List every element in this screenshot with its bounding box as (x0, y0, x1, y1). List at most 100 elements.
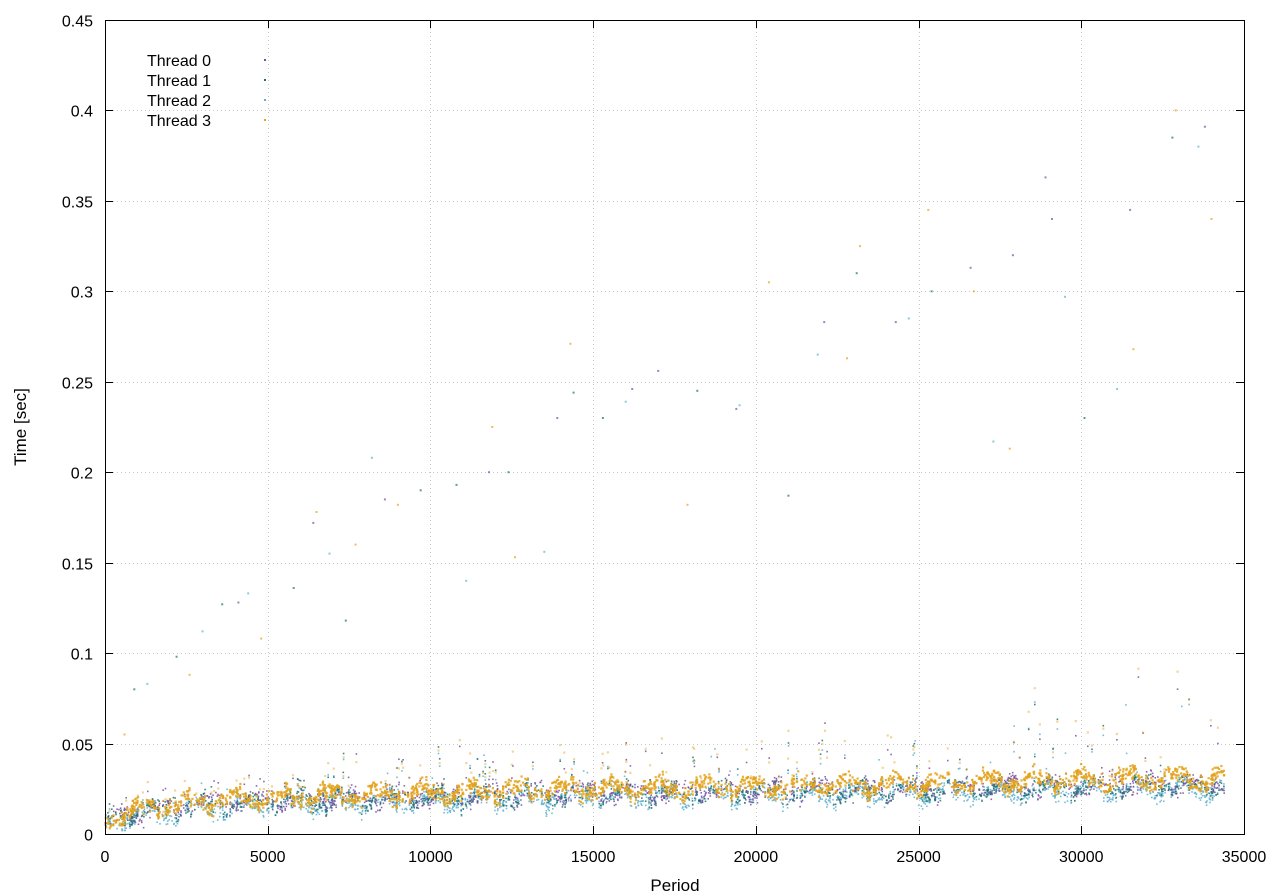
data-point (1202, 790, 1204, 793)
data-point (1181, 784, 1184, 787)
data-point (1186, 785, 1188, 787)
data-point (449, 811, 452, 814)
data-point (229, 815, 231, 818)
data-point (375, 811, 377, 813)
data-point (1049, 782, 1052, 785)
data-point (1077, 788, 1080, 791)
data-point (785, 804, 788, 806)
data-point (664, 795, 666, 797)
data-point (139, 818, 141, 821)
data-point (143, 815, 145, 818)
data-point (687, 804, 690, 807)
data-point (796, 796, 798, 799)
data-point (342, 752, 345, 755)
data-point (986, 786, 988, 789)
data-point (1106, 796, 1109, 799)
data-point (885, 786, 888, 789)
data-point (749, 777, 752, 780)
data-point (616, 798, 619, 801)
data-point (136, 812, 139, 814)
data-point (413, 803, 415, 805)
data-point (1137, 786, 1139, 789)
data-point (483, 785, 485, 788)
data-point (789, 790, 792, 793)
data-point (1178, 781, 1181, 783)
data-point (1167, 785, 1170, 788)
data-point (382, 796, 385, 798)
data-point (474, 796, 477, 798)
data-point (469, 795, 472, 797)
data-point (939, 799, 942, 802)
data-point (796, 775, 798, 778)
data-point (280, 801, 282, 803)
data-point (694, 786, 697, 789)
data-point (123, 807, 126, 810)
data-point (946, 747, 949, 750)
data-point (479, 798, 481, 800)
data-point (381, 796, 383, 799)
data-point (587, 799, 589, 802)
data-point (773, 776, 776, 779)
data-point (443, 778, 445, 780)
data-point (1114, 794, 1117, 796)
data-point (630, 805, 633, 807)
data-point (736, 792, 739, 795)
data-point (778, 794, 781, 796)
data-point (336, 789, 338, 791)
data-point (1000, 786, 1002, 788)
data-point (328, 796, 331, 799)
data-point (961, 791, 963, 794)
data-point (158, 804, 160, 807)
data-point (526, 792, 529, 795)
data-point (786, 803, 789, 806)
data-point (821, 782, 823, 784)
data-point (722, 797, 725, 800)
data-point (1171, 793, 1174, 795)
data-point (909, 783, 912, 785)
data-point (219, 800, 222, 802)
data-point (213, 780, 215, 782)
data-point (1064, 801, 1066, 804)
data-point (344, 795, 347, 797)
data-point (190, 802, 192, 804)
data-point (692, 756, 694, 759)
data-point (757, 793, 760, 796)
data-point (396, 811, 398, 813)
data-point (813, 789, 816, 791)
data-point (974, 796, 976, 799)
data-point (347, 791, 350, 793)
data-point (912, 774, 914, 777)
data-point (323, 803, 326, 805)
data-point (1107, 796, 1109, 799)
data-point (1007, 780, 1010, 782)
data-point (641, 797, 643, 799)
data-point (1156, 803, 1158, 805)
data-point (357, 804, 359, 807)
data-point (365, 807, 368, 809)
data-point (557, 785, 560, 788)
data-point (524, 782, 527, 785)
data-point (777, 796, 780, 799)
data-point (509, 796, 511, 798)
data-point (516, 801, 519, 804)
data-point (1162, 790, 1164, 793)
data-point (893, 779, 896, 781)
data-point (1133, 778, 1135, 780)
data-point (258, 811, 261, 814)
data-point (266, 790, 268, 792)
data-point (826, 750, 828, 753)
data-point (1018, 757, 1021, 759)
data-point (537, 798, 540, 801)
data-point (614, 793, 617, 796)
data-point (478, 775, 481, 778)
data-point (856, 783, 859, 786)
data-point (119, 807, 122, 809)
data-point (723, 796, 726, 799)
data-point (982, 785, 984, 788)
data-point (149, 806, 152, 809)
data-point (142, 826, 145, 829)
data-point (270, 806, 273, 808)
data-point (212, 794, 214, 796)
data-point (920, 785, 922, 787)
outlier-point (237, 601, 240, 604)
